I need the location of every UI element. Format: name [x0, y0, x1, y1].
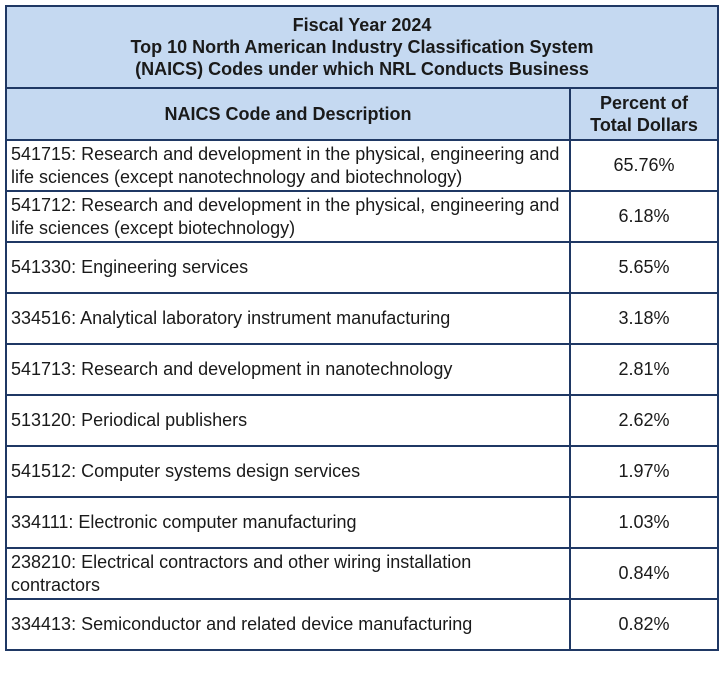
table-row: 334413: Semiconductor and related device…: [5, 598, 719, 651]
row-description: 334516: Analytical laboratory instrument…: [5, 292, 571, 345]
row-percent: 1.97%: [569, 445, 719, 498]
table-row: 541715: Research and development in the …: [5, 139, 719, 192]
row-percent: 2.81%: [569, 343, 719, 396]
column-header-percent-line-2: Total Dollars: [590, 115, 698, 135]
table-row: 334111: Electronic computer manufacturin…: [5, 496, 719, 549]
row-percent: 0.84%: [569, 547, 719, 600]
table-row: 541713: Research and development in nano…: [5, 343, 719, 396]
table-row: 541512: Computer systems design services…: [5, 445, 719, 498]
row-percent: 65.76%: [569, 139, 719, 192]
table-row: 238210: Electrical contractors and other…: [5, 547, 719, 600]
row-description: 334111: Electronic computer manufacturin…: [5, 496, 571, 549]
column-header-description: NAICS Code and Description: [5, 87, 571, 141]
row-percent: 3.18%: [569, 292, 719, 345]
title-line-2: Top 10 North American Industry Classific…: [130, 37, 594, 57]
table-row: 513120: Periodical publishers 2.62%: [5, 394, 719, 447]
row-percent: 2.62%: [569, 394, 719, 447]
table-row: 334516: Analytical laboratory instrument…: [5, 292, 719, 345]
table-row: 541712: Research and development in the …: [5, 190, 719, 243]
column-header-percent: Percent of Total Dollars: [569, 87, 719, 141]
row-description: 238210: Electrical contractors and other…: [5, 547, 571, 600]
title-line-1: Fiscal Year 2024: [292, 15, 432, 35]
table-title: Fiscal Year 2024 Top 10 North American I…: [5, 5, 719, 89]
row-description: 541715: Research and development in the …: [5, 139, 571, 192]
row-description: 541713: Research and development in nano…: [5, 343, 571, 396]
naics-table: Fiscal Year 2024 Top 10 North American I…: [5, 5, 719, 651]
row-percent: 0.82%: [569, 598, 719, 651]
title-line-3: (NAICS) Codes under which NRL Conducts B…: [135, 59, 589, 79]
row-percent: 5.65%: [569, 241, 719, 294]
row-percent: 1.03%: [569, 496, 719, 549]
column-header-percent-line-1: Percent of: [599, 93, 689, 113]
row-description: 541512: Computer systems design services: [5, 445, 571, 498]
table-row: 541330: Engineering services 5.65%: [5, 241, 719, 294]
row-description: 334413: Semiconductor and related device…: [5, 598, 571, 651]
row-description: 513120: Periodical publishers: [5, 394, 571, 447]
row-description: 541330: Engineering services: [5, 241, 571, 294]
row-percent: 6.18%: [569, 190, 719, 243]
row-description: 541712: Research and development in the …: [5, 190, 571, 243]
